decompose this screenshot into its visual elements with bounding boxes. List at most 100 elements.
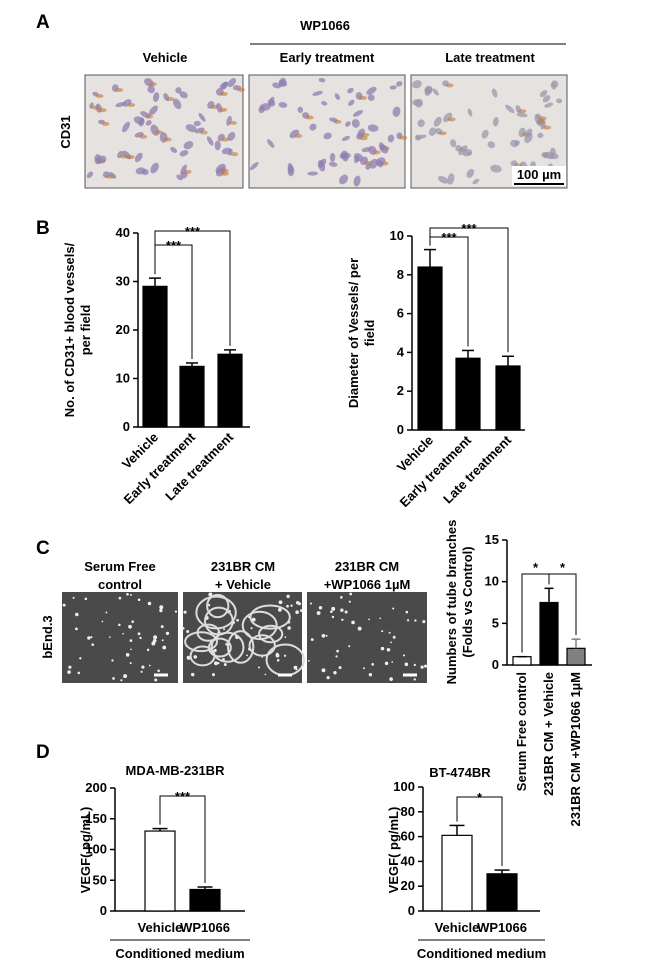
stain [220, 168, 229, 173]
y-axis-label: VEGF( pg/mL) [386, 807, 401, 894]
y-tick-label: 0 [492, 657, 499, 672]
column-label: Serum Free [84, 559, 156, 574]
cell [365, 163, 371, 170]
stain [95, 94, 104, 99]
significance-bracket [159, 795, 206, 884]
cell [389, 85, 397, 90]
column-label: control [98, 577, 142, 592]
cell [141, 665, 145, 669]
cell [68, 665, 72, 669]
cell [180, 164, 187, 176]
cell [84, 597, 88, 601]
cell [112, 677, 115, 680]
cell [402, 654, 406, 657]
cell [537, 132, 544, 139]
micrograph [62, 592, 178, 683]
micrograph [248, 74, 408, 189]
bar [144, 830, 176, 912]
micrograph-bg [62, 592, 178, 683]
cell [392, 635, 396, 639]
cell [432, 88, 439, 96]
stain [126, 154, 135, 159]
cell [542, 95, 551, 103]
cell [389, 677, 393, 681]
cell [123, 674, 128, 679]
cell [67, 670, 71, 674]
cell [341, 618, 344, 621]
cell [125, 653, 130, 657]
cell [138, 117, 145, 127]
micrograph [181, 592, 305, 683]
cell [206, 136, 214, 146]
bar [455, 357, 481, 431]
y-tick-label: 10 [116, 371, 130, 386]
cell [148, 105, 158, 116]
cell [331, 615, 335, 619]
cell [135, 167, 146, 175]
cell [307, 171, 319, 176]
bar [179, 365, 205, 428]
cell [361, 147, 372, 153]
cell [309, 602, 313, 605]
cell [86, 171, 94, 179]
panel-label: D [36, 742, 50, 763]
cell [414, 98, 423, 108]
cell [193, 655, 198, 659]
cell [152, 92, 160, 103]
cell [447, 173, 455, 185]
x-tick-label: Vehicle [138, 920, 183, 935]
cell [318, 77, 326, 83]
stain [166, 97, 175, 102]
stain [154, 130, 163, 135]
stain [438, 131, 447, 136]
y-axis-label: No. of CD31+ blood vessels/ [62, 242, 77, 417]
significance-label: * [560, 560, 566, 575]
stain [359, 95, 368, 100]
significance-label: * [477, 790, 483, 805]
cell [437, 175, 449, 184]
tube [226, 630, 255, 664]
cell [213, 648, 217, 653]
cell [101, 620, 104, 623]
cell [284, 636, 287, 638]
y-tick-label: 30 [116, 274, 130, 289]
row-label: CD31 [58, 115, 73, 148]
significance-bracket [154, 230, 231, 346]
cell [183, 141, 194, 150]
y-tick-label: 20 [401, 878, 415, 893]
cell [139, 636, 142, 640]
bar [441, 834, 473, 912]
cell [379, 617, 382, 620]
tube [207, 637, 232, 658]
cell [490, 164, 502, 173]
cell [321, 101, 328, 106]
cell [176, 174, 183, 181]
cell [214, 140, 221, 151]
cell [276, 658, 280, 662]
cell [129, 662, 132, 665]
cell [79, 657, 82, 660]
cell [278, 77, 287, 87]
cell [367, 94, 375, 101]
y-tick-label: 10 [485, 574, 499, 589]
cell [287, 626, 291, 630]
y-axis-label: Numbers of tube branches [444, 520, 459, 685]
stain [148, 82, 157, 87]
tube [249, 604, 291, 630]
y-tick-label: 10 [390, 228, 404, 243]
cell [458, 145, 468, 156]
cell [275, 653, 280, 658]
tube [248, 634, 276, 657]
y-tick-label: 15 [485, 532, 499, 547]
cell [91, 643, 95, 646]
x-tick-label: WP1066 [180, 920, 230, 935]
y-tick-label: 20 [116, 322, 130, 337]
x-tick-label: Late treatment [440, 432, 514, 506]
y-tick-label: 0 [123, 419, 130, 434]
cell [551, 80, 559, 88]
y-tick-label: 0 [397, 422, 404, 437]
cell [466, 168, 475, 178]
cell [258, 105, 265, 114]
bar [486, 873, 518, 912]
